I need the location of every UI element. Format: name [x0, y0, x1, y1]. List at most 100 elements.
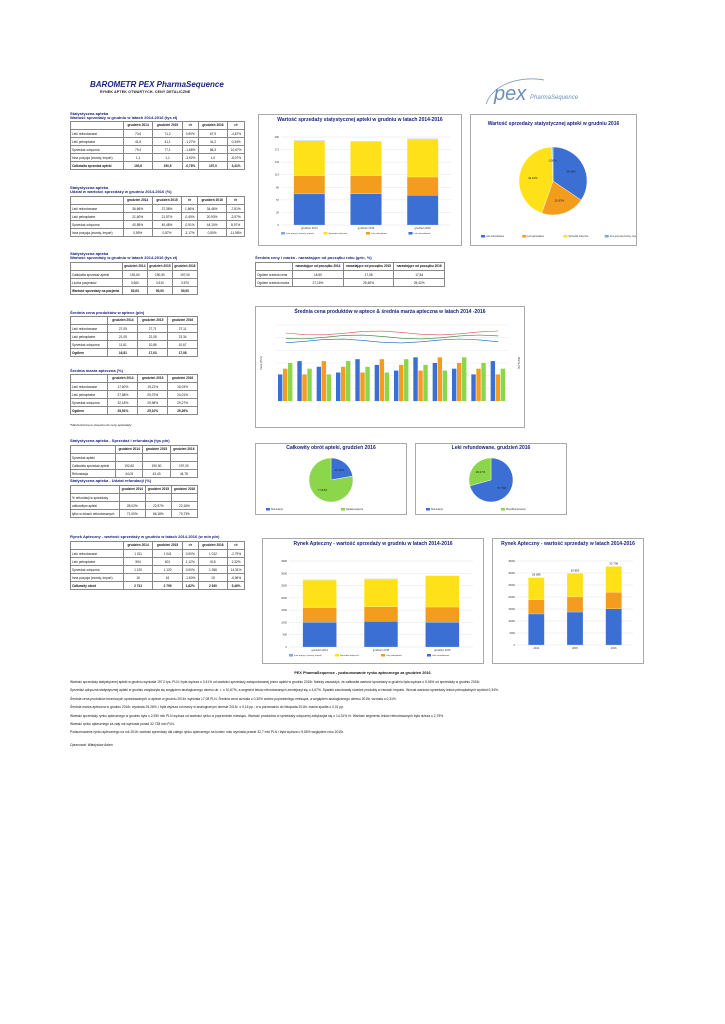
table-cell: 16,81 — [107, 348, 139, 357]
table-cell: 52,63 — [121, 286, 148, 295]
table-cell: -0,91% — [181, 220, 198, 229]
row-label: Liczba pacjentów — [70, 278, 123, 287]
pie-label: 77,84% — [318, 488, 328, 492]
legend-label: Leki pełnopłatne — [527, 235, 544, 238]
col-header-blank — [254, 262, 294, 271]
legend-label: Leki refundowane — [432, 654, 450, 657]
table-cell — [118, 493, 146, 502]
row-label: Inna pozycja (zwroty, import) — [70, 228, 124, 237]
y-tick-label: 15000 — [508, 608, 515, 611]
table-cell: 50,00 — [146, 286, 173, 295]
bar-segment — [425, 575, 460, 608]
table-row: tylko w lekach refundowanych 71,00% 66,18%… — [70, 509, 199, 518]
y-tick-label: 5000 — [510, 632, 516, 635]
col-header: r/r — [181, 121, 199, 130]
table-cell: -3,92% — [181, 153, 199, 162]
row-label: Sprzedaż apteki — [69, 453, 117, 462]
table-cell: -8,07% — [227, 153, 245, 162]
bar — [452, 368, 457, 401]
row-label: całkowitym apteki — [70, 501, 120, 510]
bar — [326, 374, 332, 401]
margin-line — [285, 338, 499, 344]
table-cell: 86,3 — [197, 145, 229, 154]
chart-market-sales-svg: 0 500 1000 1500 2000 2500 3000 3500 grudzień 201… — [281, 559, 473, 657]
bar-segment — [406, 176, 439, 196]
chart-turnover-pie: Całkowity obrót apteki, grudzień 2016 22… — [255, 443, 407, 515]
table-cell: -11,98% — [226, 228, 245, 237]
row-label: Całkowita sprzedaż apteki — [70, 270, 123, 279]
bar-segment — [406, 138, 439, 178]
table-row: % refundacji w sprzedaży — [70, 493, 199, 502]
table-row: Refundacja 44,03 43,43 44,78 — [69, 469, 199, 478]
x-tick-label: 2015 — [572, 646, 578, 650]
table-cell: 8,97% — [226, 220, 245, 229]
bar — [471, 374, 476, 401]
table-avg-price: grudzień 2014 grudzień 2015 grudzień 2016 L… — [69, 316, 198, 357]
col-header: grudzień 2016 — [171, 262, 199, 271]
bar-segment — [293, 175, 326, 195]
pie-slice — [308, 457, 354, 503]
chart-market-yearly-svg: 0 5000 10000 15000 20000 25000 30000 35000 28 08… — [508, 560, 633, 650]
table-cell: 25,10% — [137, 406, 169, 415]
row-label: Leki refundowane — [69, 324, 109, 333]
legend-label: Leki pełnopłatne — [371, 232, 388, 235]
col-header: grudzień 2016 — [196, 196, 228, 205]
table-cell: -2,97% — [226, 212, 245, 221]
summary-text: Wartość sprzedaży statystycznej apteki w… — [70, 680, 655, 751]
pie-slice — [552, 146, 588, 201]
bar — [384, 372, 390, 401]
table-market-sales: grudzień 2014 grudzień 2015 r/r grudzień 20… — [70, 541, 245, 590]
col-header: r/r — [226, 196, 245, 205]
table-cell: 17,03 — [137, 348, 169, 357]
table-cell: 0,00% — [181, 549, 199, 558]
y2-axis-label: Marża (%) — [517, 357, 521, 369]
chart-store-sales-svg: 0 29 57 86 114 143 171 200 grudzień 2014 grudzień… — [275, 135, 451, 235]
table-row: Leki refundowane 27,05 27,71 27,11 — [69, 324, 198, 333]
table-cell: -3,17% — [181, 228, 198, 237]
bar — [355, 359, 360, 401]
table-cell: 0,00% — [181, 565, 199, 574]
table-cell: -6,96% — [227, 573, 245, 582]
table-cell: 190,50 — [142, 461, 171, 470]
legend-swatch — [335, 654, 339, 657]
col-header: grudzień 2016 — [167, 374, 198, 383]
y-tick-label: 2000 — [281, 596, 287, 600]
pie-label: 29,27% — [476, 470, 486, 474]
table-cell: 41,2 — [197, 137, 229, 146]
table-cell: 44,78 — [169, 469, 199, 478]
table-cell: 197,00 — [171, 270, 199, 279]
chart-refunded-pie-title: Leki refundowane, grudzień 2016 — [451, 445, 531, 451]
bar-segment — [605, 608, 622, 646]
table-cell: 192,60 — [121, 270, 148, 279]
table-row: całkowitym apteki 28,02% 22,97% 22,16% — [70, 501, 199, 510]
bar-segment — [364, 621, 398, 648]
table-row: Całkowita sprzedaż apteki 192,6 190,5 -0,78… — [70, 161, 245, 170]
table-cell: -1,60% — [181, 573, 199, 582]
table-row: Sprzedaż odręczna 40,85% 40,48% -0,91% 44,10… — [70, 220, 245, 229]
table-cell: 15 — [197, 573, 229, 582]
bar — [490, 361, 496, 401]
y-tick-label: 30000 — [508, 572, 515, 575]
table-refund-share: grudzień 2014 grudzień 2015 grudzień 2016%… — [70, 485, 199, 518]
legend-label: Leki refundowane — [486, 235, 505, 238]
table-cell: 25,42% — [393, 278, 445, 287]
bar — [283, 368, 288, 401]
row-label: Leki pełnopłatne — [70, 212, 124, 221]
table-row: Sprzedaż apteki — [69, 453, 199, 462]
x-tick-label: grudzień 2015 — [358, 226, 375, 230]
row-label: Leki refundowane — [70, 549, 124, 558]
page-subtitle: RYNEK APTEK OTWARTYCH. CENY DETALICZNE — [100, 90, 191, 94]
bar — [394, 370, 399, 401]
row-label: Ogółem średnia marża — [254, 278, 294, 287]
y-tick-label: 0 — [514, 644, 516, 647]
t6-heading: Średnia marża apteczna (%) — [70, 368, 123, 373]
table-row: Sprzedaż odręczna 32,18% 29,98% 29,27% — [69, 398, 198, 407]
legend-swatch — [501, 508, 505, 511]
table-cell: 0,57% — [151, 228, 183, 237]
table-row: Ogółem średnia cena 16,50 17,08 17,54 — [254, 270, 445, 279]
legend-swatch — [381, 654, 385, 657]
legend-swatch — [266, 508, 270, 511]
y-tick-label: 200 — [275, 135, 280, 139]
table-cell: 24,01% — [167, 390, 198, 399]
table-row: Ogółem 25,91% 25,10% 25,26% — [69, 406, 198, 415]
